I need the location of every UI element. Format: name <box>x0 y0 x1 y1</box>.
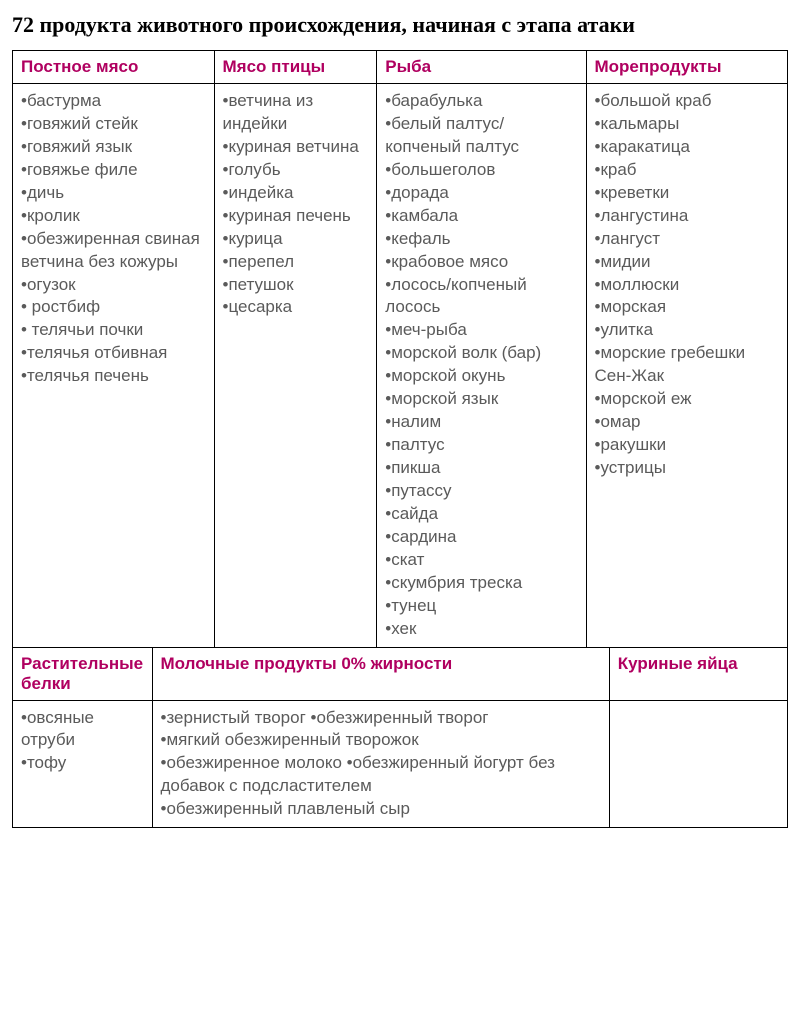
header-fish: Рыба <box>377 51 586 84</box>
cell-fish: •барабулька•белый палтус/копченый палтус… <box>377 84 586 648</box>
list-item: •камбала <box>385 205 577 228</box>
list-item: •ракушки <box>595 434 780 457</box>
list-item: •дичь <box>21 182 206 205</box>
list-item: •большой краб <box>595 90 780 113</box>
list-item: •меч-рыба <box>385 319 577 342</box>
list-item: •морская <box>595 296 780 319</box>
list-item: •улитка <box>595 319 780 342</box>
cell-eggs <box>609 700 787 828</box>
list-item: •ветчина из индейки <box>223 90 369 136</box>
list-item: •барабулька <box>385 90 577 113</box>
list-item: •курица <box>223 228 369 251</box>
list-item: •бастурма <box>21 90 206 113</box>
list-item: •индейка <box>223 182 369 205</box>
list-item: •пикша <box>385 457 577 480</box>
list-item: •морской окунь <box>385 365 577 388</box>
list-item: •перепел <box>223 251 369 274</box>
list-item: •тофу <box>21 752 144 775</box>
seafood-list: •большой краб•кальмары•каракатица•краб•к… <box>595 90 780 480</box>
list-item: •обезжиренная свиная ветчина без кожуры <box>21 228 206 274</box>
list-item: •цесарка <box>223 296 369 319</box>
list-item: •сардина <box>385 526 577 549</box>
list-item: •краб <box>595 159 780 182</box>
list-item: •телячья отбивная <box>21 342 206 365</box>
top-food-table: Постное мясо Мясо птицы Рыба Морепродукт… <box>12 50 788 648</box>
list-item: •большеголов <box>385 159 577 182</box>
list-item: •кролик <box>21 205 206 228</box>
list-item: •лангустина <box>595 205 780 228</box>
fish-list: •барабулька•белый палтус/копченый палтус… <box>385 90 577 641</box>
list-item: •говяжий стейк <box>21 113 206 136</box>
list-item: •омар <box>595 411 780 434</box>
header-poultry: Мясо птицы <box>214 51 377 84</box>
list-item: •устрицы <box>595 457 780 480</box>
list-item: •мидии <box>595 251 780 274</box>
list-item: •морской язык <box>385 388 577 411</box>
cell-plant: •овсяные отруби•тофу <box>13 700 153 828</box>
list-item: •хек <box>385 618 577 641</box>
list-item: •говяжий язык <box>21 136 206 159</box>
list-item: •огузок <box>21 274 206 297</box>
header-plant: Растительные белки <box>13 647 153 700</box>
list-item: •говяжье филе <box>21 159 206 182</box>
cell-seafood: •большой краб•кальмары•каракатица•краб•к… <box>586 84 788 648</box>
list-item: •сайда <box>385 503 577 526</box>
list-item: •моллюски <box>595 274 780 297</box>
list-item: •дорада <box>385 182 577 205</box>
list-item: •петушок <box>223 274 369 297</box>
list-item: •лосось/копченый лосось <box>385 274 577 320</box>
list-item: •каракатица <box>595 136 780 159</box>
list-item: •лангуст <box>595 228 780 251</box>
list-item: • ростбиф <box>21 296 206 319</box>
bottom-food-table: Растительные белки Молочные продукты 0% … <box>12 647 788 829</box>
list-item: •крабовое мясо <box>385 251 577 274</box>
list-item: • телячьи почки <box>21 319 206 342</box>
cell-meat: •бастурма•говяжий стейк•говяжий язык•гов… <box>13 84 215 648</box>
list-item: •морской еж <box>595 388 780 411</box>
list-line: •обезжиренный плавленый сыр <box>161 798 601 821</box>
list-item: •налим <box>385 411 577 434</box>
list-line: •зернистый творог •обезжиренный творог <box>161 707 601 730</box>
list-item: •путассу <box>385 480 577 503</box>
list-item: •голубь <box>223 159 369 182</box>
list-item: •морские гребешки Сен-Жак <box>595 342 780 388</box>
page-title: 72 продукта животного происхождения, нач… <box>12 12 788 38</box>
cell-poultry: •ветчина из индейки•куриная ветчина•голу… <box>214 84 377 648</box>
poultry-list: •ветчина из индейки•куриная ветчина•голу… <box>223 90 369 319</box>
plant-list: •овсяные отруби•тофу <box>21 707 144 776</box>
list-item: •кальмары <box>595 113 780 136</box>
list-line: •обезжиренное молоко •обезжиренный йогур… <box>161 752 601 798</box>
list-item: •палтус <box>385 434 577 457</box>
list-item: •скат <box>385 549 577 572</box>
list-item: •креветки <box>595 182 780 205</box>
list-item: •скумбрия треска <box>385 572 577 595</box>
header-eggs: Куриные яйца <box>609 647 787 700</box>
list-item: •куриная печень <box>223 205 369 228</box>
list-item: •тунец <box>385 595 577 618</box>
list-item: •овсяные отруби <box>21 707 144 753</box>
list-item: •телячья печень <box>21 365 206 388</box>
header-meat: Постное мясо <box>13 51 215 84</box>
list-item: •куриная ветчина <box>223 136 369 159</box>
list-item: •морской волк (бар) <box>385 342 577 365</box>
meat-list: •бастурма•говяжий стейк•говяжий язык•гов… <box>21 90 206 388</box>
header-seafood: Морепродукты <box>586 51 788 84</box>
dairy-list: •зернистый творог •обезжиренный творог•м… <box>161 707 601 822</box>
cell-dairy: •зернистый творог •обезжиренный творог•м… <box>152 700 609 828</box>
list-item: •кефаль <box>385 228 577 251</box>
list-line: •мягкий обезжиренный творожок <box>161 729 601 752</box>
header-dairy: Молочные продукты 0% жирности <box>152 647 609 700</box>
list-item: •белый палтус/копченый палтус <box>385 113 577 159</box>
